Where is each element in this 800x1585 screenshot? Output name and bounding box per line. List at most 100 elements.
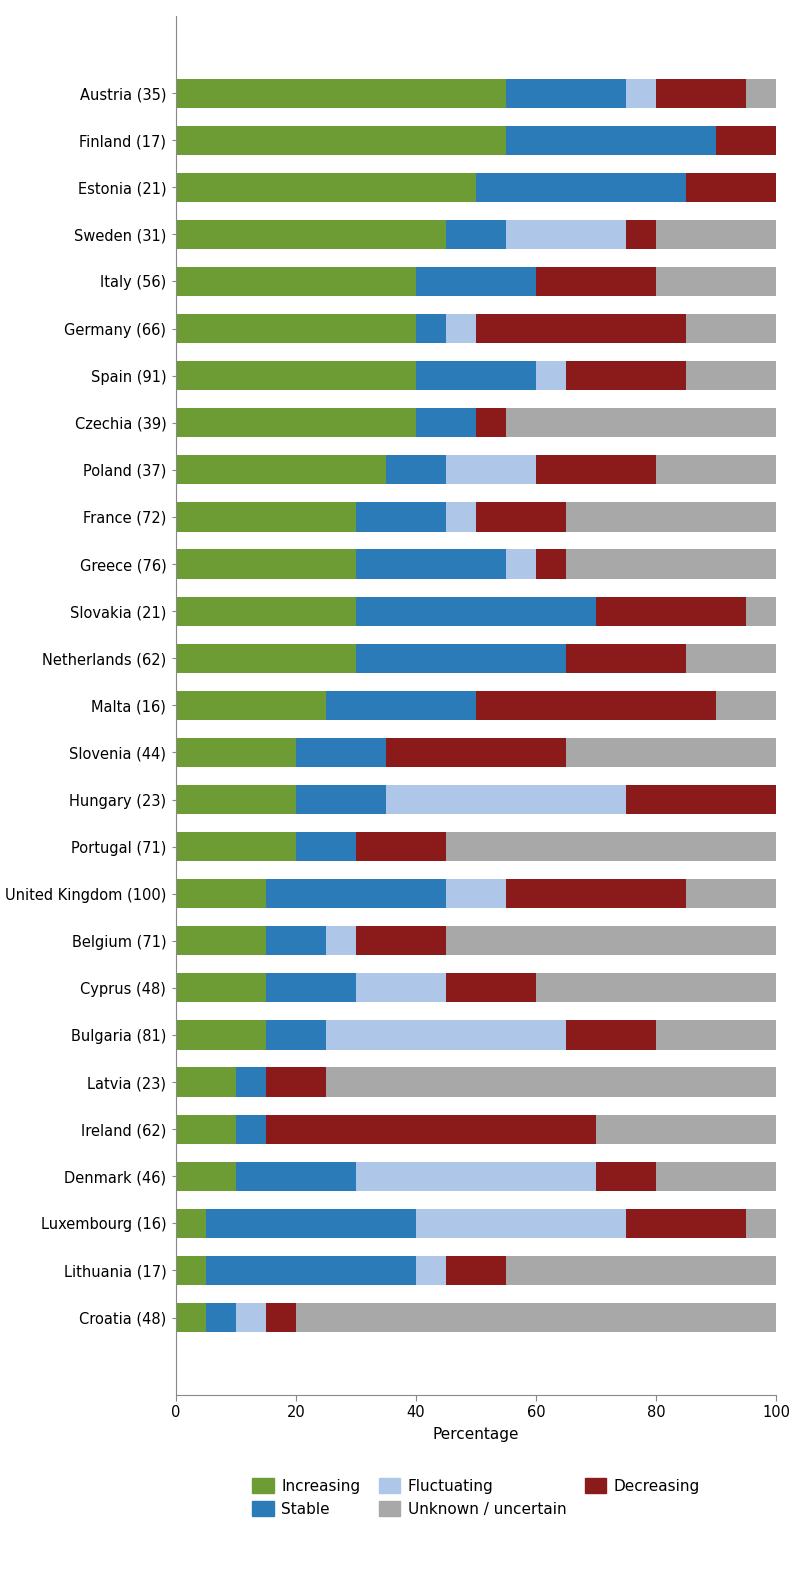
- Bar: [356, 550, 506, 579]
- Bar: [176, 502, 356, 531]
- Bar: [296, 785, 386, 815]
- Bar: [536, 550, 566, 579]
- Bar: [236, 1162, 356, 1190]
- Bar: [176, 409, 416, 437]
- Bar: [386, 455, 446, 485]
- Bar: [656, 1162, 776, 1190]
- Bar: [266, 880, 446, 908]
- Bar: [266, 1114, 596, 1144]
- Bar: [476, 502, 566, 531]
- Bar: [176, 314, 416, 344]
- Bar: [566, 644, 686, 672]
- Bar: [296, 739, 386, 767]
- Bar: [446, 314, 476, 344]
- Bar: [446, 832, 800, 861]
- Bar: [536, 455, 656, 485]
- Bar: [356, 1162, 596, 1190]
- Bar: [746, 1209, 776, 1238]
- Bar: [746, 79, 776, 108]
- Bar: [446, 926, 800, 956]
- Bar: [176, 596, 356, 626]
- Bar: [446, 880, 506, 908]
- Bar: [686, 880, 776, 908]
- Bar: [596, 1114, 776, 1144]
- Bar: [746, 596, 776, 626]
- Bar: [356, 973, 446, 1002]
- Bar: [686, 173, 776, 201]
- Bar: [506, 79, 626, 108]
- Bar: [416, 1209, 626, 1238]
- Bar: [416, 266, 536, 296]
- Bar: [356, 644, 566, 672]
- Bar: [686, 361, 776, 390]
- Bar: [476, 314, 686, 344]
- Bar: [236, 1114, 266, 1144]
- Bar: [176, 785, 296, 815]
- Bar: [176, 1209, 206, 1238]
- Legend: Increasing, Stable, Fluctuating, Unknown / uncertain, Decreasing: Increasing, Stable, Fluctuating, Unknown…: [252, 1479, 700, 1517]
- Bar: [176, 644, 356, 672]
- Bar: [566, 550, 776, 579]
- Bar: [506, 880, 686, 908]
- Bar: [656, 220, 776, 249]
- Bar: [266, 926, 326, 956]
- Bar: [416, 314, 446, 344]
- Bar: [686, 644, 776, 672]
- Bar: [416, 361, 536, 390]
- Bar: [176, 361, 416, 390]
- Bar: [626, 220, 656, 249]
- Bar: [176, 220, 446, 249]
- Bar: [446, 455, 536, 485]
- Bar: [446, 1255, 506, 1285]
- Bar: [566, 739, 776, 767]
- Bar: [236, 1067, 266, 1097]
- Bar: [176, 1303, 206, 1331]
- Bar: [356, 502, 446, 531]
- Bar: [356, 926, 446, 956]
- Bar: [176, 832, 296, 861]
- Bar: [236, 1303, 266, 1331]
- Bar: [686, 314, 776, 344]
- Bar: [206, 1209, 416, 1238]
- Bar: [176, 266, 416, 296]
- Bar: [266, 1067, 326, 1097]
- Bar: [536, 266, 656, 296]
- Bar: [296, 832, 356, 861]
- X-axis label: Percentage: Percentage: [433, 1426, 519, 1442]
- Bar: [506, 220, 626, 249]
- Bar: [176, 926, 266, 956]
- Bar: [386, 739, 566, 767]
- Bar: [326, 1067, 776, 1097]
- Bar: [446, 502, 476, 531]
- Bar: [266, 1303, 296, 1331]
- Bar: [176, 880, 266, 908]
- Bar: [206, 1303, 236, 1331]
- Bar: [446, 220, 506, 249]
- Bar: [176, 1255, 206, 1285]
- Bar: [716, 125, 776, 155]
- Bar: [416, 1255, 446, 1285]
- Bar: [416, 409, 476, 437]
- Bar: [356, 596, 596, 626]
- Bar: [326, 926, 356, 956]
- Bar: [326, 1021, 566, 1049]
- Bar: [176, 691, 326, 720]
- Bar: [176, 1067, 236, 1097]
- Bar: [626, 785, 776, 815]
- Bar: [476, 173, 686, 201]
- Bar: [176, 79, 506, 108]
- Bar: [266, 1021, 326, 1049]
- Bar: [506, 125, 716, 155]
- Bar: [176, 125, 506, 155]
- Bar: [656, 266, 776, 296]
- Bar: [506, 409, 776, 437]
- Bar: [626, 79, 656, 108]
- Bar: [656, 455, 776, 485]
- Bar: [656, 1021, 776, 1049]
- Bar: [176, 550, 356, 579]
- Bar: [536, 973, 776, 1002]
- Bar: [386, 785, 626, 815]
- Bar: [326, 691, 476, 720]
- Bar: [566, 361, 686, 390]
- Bar: [536, 361, 566, 390]
